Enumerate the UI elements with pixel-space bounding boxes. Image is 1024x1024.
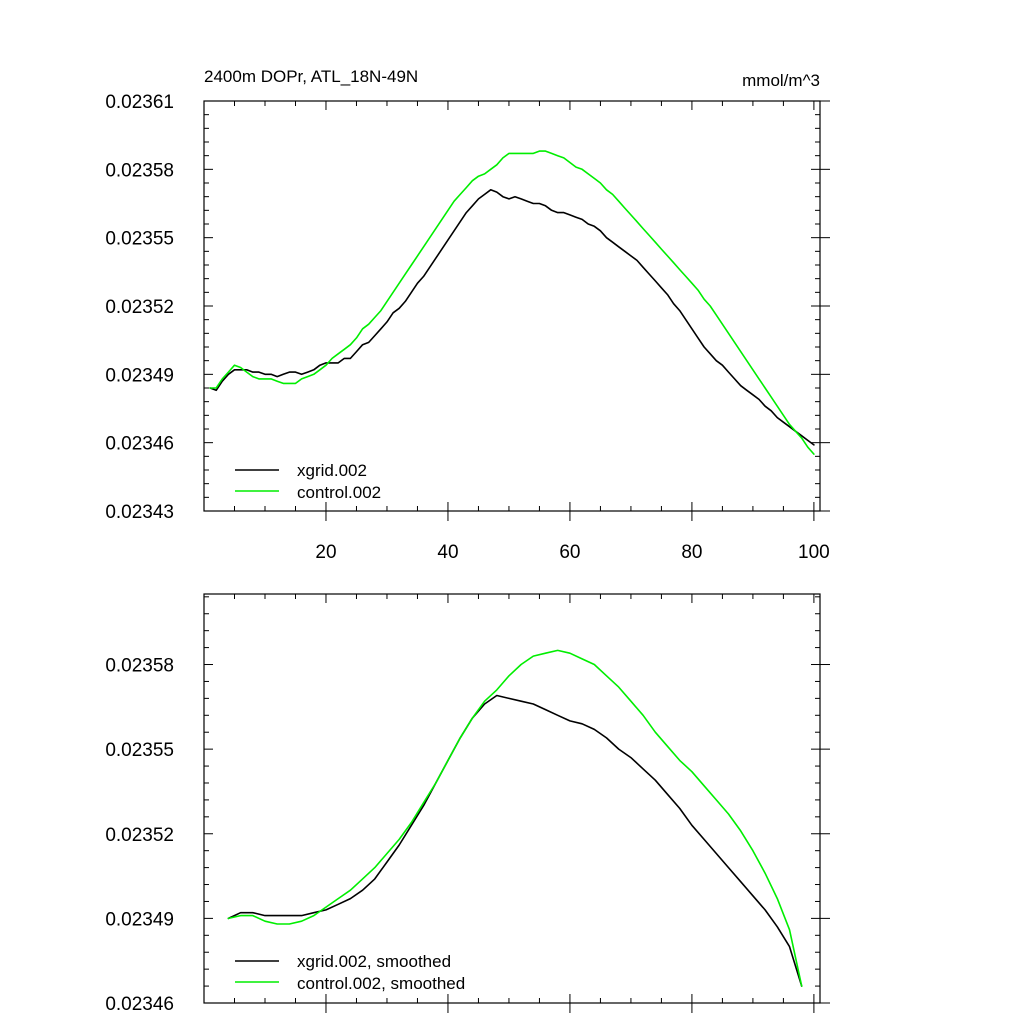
top-chart-title: 2400m DOPr, ATL_18N-49N <box>204 67 418 86</box>
bottom-series-group <box>227 649 803 987</box>
bottom-legend-label-xgrid: xgrid.002, smoothed <box>297 952 451 971</box>
top-y-tick-label: 0.02352 <box>105 297 174 318</box>
top-y-tick-label: 0.02358 <box>105 160 174 181</box>
top-legend-label-xgrid: xgrid.002 <box>297 461 367 480</box>
bottom-y-tick-label: 0.02358 <box>105 656 174 677</box>
top-legend: xgrid.002 control.002 <box>235 461 381 502</box>
bottom-series-xgrid-smoothed-line <box>227 694 803 987</box>
top-x-tick-label: 100 <box>798 542 830 563</box>
bottom-plot-frame <box>203 593 821 1004</box>
top-x-tick-label: 20 <box>315 542 336 563</box>
top-x-tick-label: 40 <box>437 542 458 563</box>
bottom-y-tick-label: 0.02349 <box>105 909 174 930</box>
top-panel: 2400m DOPr, ATL_18N-49N mmol/m^3 20 40 60 8… <box>105 67 830 563</box>
top-y-tick-label: 0.02349 <box>105 365 174 386</box>
bottom-y-tick-label: 0.02352 <box>105 825 174 846</box>
top-y-tick-label: 0.02343 <box>105 502 174 523</box>
top-series-control-line <box>209 150 815 455</box>
bottom-y-tick-label: 0.02346 <box>105 994 174 1015</box>
bottom-axis-ticks: 0.02358 0.02355 0.02352 0.02349 0.02346 <box>105 594 830 1015</box>
top-y-tick-label: 0.02355 <box>105 229 174 250</box>
top-chart-units: mmol/m^3 <box>742 71 820 90</box>
top-series-xgrid-line <box>209 189 815 446</box>
top-y-tick-label: 0.02346 <box>105 434 174 455</box>
top-series-group <box>209 150 815 455</box>
top-y-tick-label: 0.02361 <box>105 92 174 113</box>
top-axis-ticks: 20 40 60 80 100 0.02361 0.02358 0.02355 0.02352 0… <box>105 92 830 563</box>
top-legend-label-control: control.002 <box>297 483 381 502</box>
bottom-y-tick-label: 0.02355 <box>105 740 174 761</box>
bottom-legend-label-control: control.002, smoothed <box>297 974 465 993</box>
bottom-legend: xgrid.002, smoothed control.002, smoothe… <box>235 952 465 993</box>
top-x-tick-label: 80 <box>681 542 702 563</box>
bottom-series-control-smoothed-line <box>227 649 803 987</box>
bottom-panel: 0.02358 0.02355 0.02352 0.02349 0.02346 xgri… <box>105 593 830 1015</box>
top-x-tick-label: 60 <box>559 542 580 563</box>
top-plot-frame <box>203 100 821 512</box>
